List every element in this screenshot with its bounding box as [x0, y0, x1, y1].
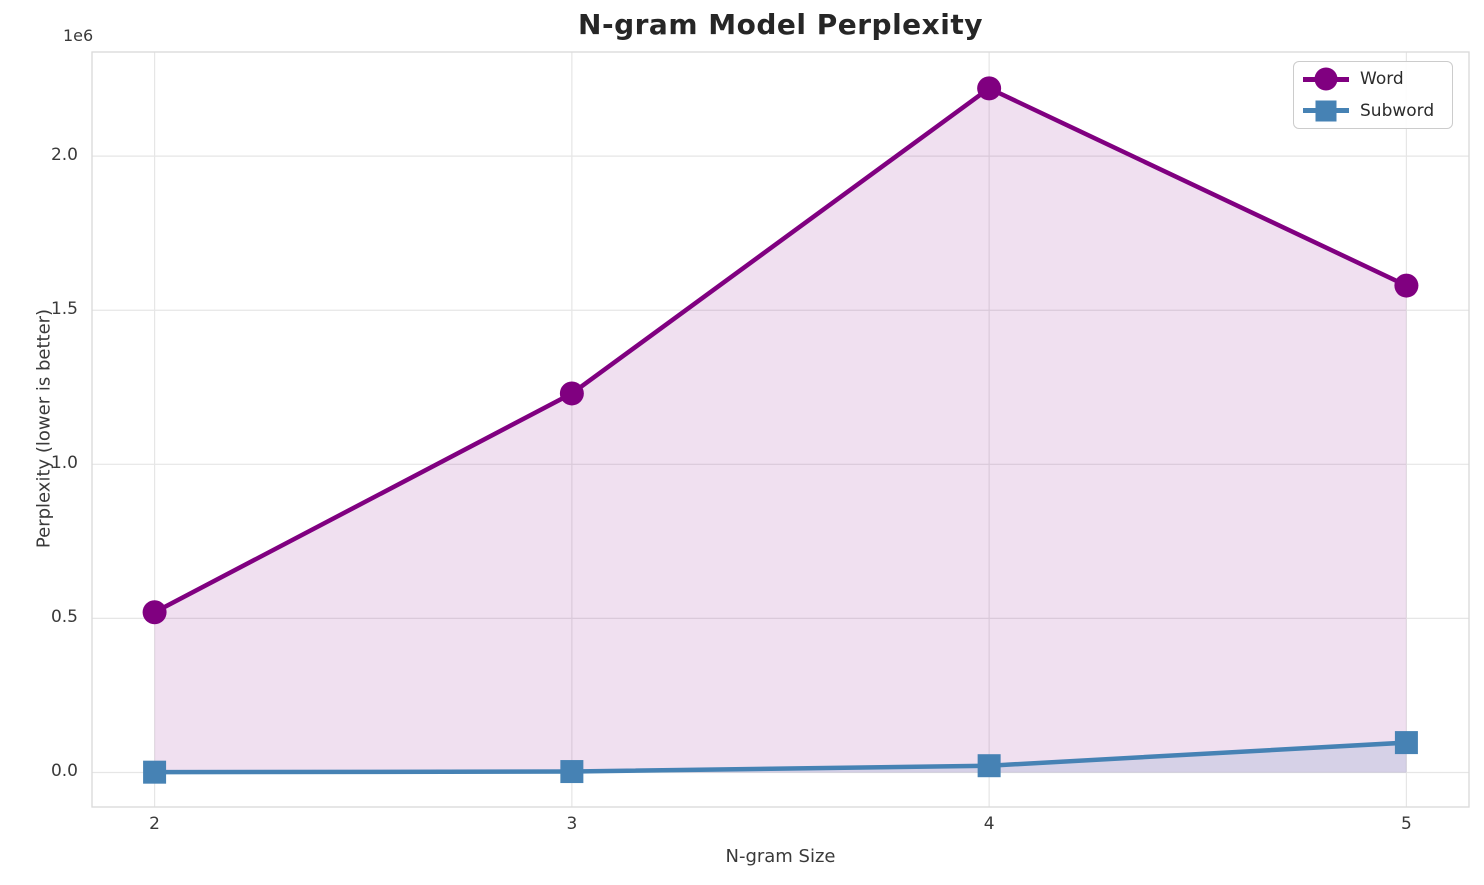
word-data-point-circle [1394, 273, 1419, 298]
legend: Word Subword [1293, 61, 1453, 129]
y-tick-label: 1.0 [50, 453, 78, 474]
x-tick-label: 5 [1400, 814, 1412, 834]
word-data-point-circle [559, 381, 584, 406]
x-tick-label: 4 [983, 814, 995, 834]
legend-label-subword: Subword [1360, 100, 1435, 121]
y-tick-label: 1.5 [50, 299, 78, 320]
y-tick-label: 2.0 [50, 145, 78, 166]
word-fill-area [154, 88, 1407, 773]
plot-border [91, 51, 1470, 808]
word-line-circle-marker-icon [1303, 66, 1349, 92]
legend-item-word: Word [1303, 66, 1442, 93]
word-series-line [152, 86, 1409, 615]
subword-series-line [152, 740, 1409, 775]
word-circle-icon [1314, 67, 1338, 91]
subword-data-point-square [143, 760, 167, 784]
word-data-point-circle [977, 76, 1002, 101]
x-tick-label: 2 [149, 814, 160, 834]
x-tick-label: 3 [566, 814, 578, 834]
y-tick-label: 0.5 [50, 607, 78, 628]
y-axis-offset-label: 1e6 [63, 26, 94, 45]
legend-item-subword: Subword [1303, 98, 1442, 125]
subword-line-square-marker-icon [1303, 98, 1349, 124]
word-data-point-circle [142, 600, 167, 625]
y-axis-label: Perplexity (lower is better) [33, 308, 55, 549]
subword-data-point-square [560, 760, 584, 784]
legend-label-word: Word [1360, 69, 1404, 90]
y-tick-label: 0.0 [50, 761, 78, 782]
chart-title: N-gram Model Perplexity [578, 8, 983, 41]
subword-data-point-square [977, 754, 1001, 778]
subword-data-point-square [1394, 731, 1418, 755]
subword-square-icon [1315, 100, 1337, 122]
subword-fill-area [154, 742, 1407, 773]
x-axis-label: N-gram Size [725, 846, 836, 867]
